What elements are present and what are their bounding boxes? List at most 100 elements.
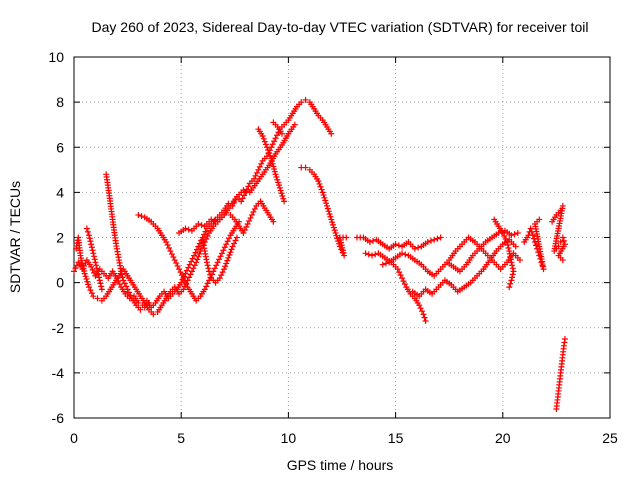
x-tick-label: 0 (70, 430, 78, 446)
data-point (185, 264, 192, 271)
data-point (174, 263, 181, 270)
data-point (332, 229, 339, 236)
data-point (269, 160, 276, 167)
data-point (315, 178, 322, 185)
data-point (163, 239, 170, 246)
data-point (236, 218, 243, 225)
data-point (262, 141, 269, 148)
data-point (424, 239, 431, 246)
data-point (83, 276, 90, 283)
data-point (250, 208, 257, 215)
data-point (192, 249, 199, 256)
data-point (399, 250, 406, 257)
data-point (507, 280, 514, 287)
data-point (185, 226, 192, 233)
data-point (246, 217, 253, 224)
data-point (90, 250, 97, 257)
data-point (89, 247, 96, 254)
series-s8 (255, 119, 288, 205)
data-point (186, 261, 193, 268)
data-point (327, 213, 334, 220)
data-point (561, 336, 568, 343)
data-point (317, 183, 324, 190)
data-point (121, 280, 128, 287)
data-point (278, 130, 285, 137)
data-point (366, 239, 373, 246)
data-point (514, 229, 521, 236)
data-point (239, 195, 246, 202)
data-point (411, 245, 418, 252)
y-tick-label: 0 (56, 275, 64, 291)
data-point (183, 267, 190, 274)
data-point (419, 308, 426, 315)
data-point (302, 164, 309, 171)
data-point (98, 283, 105, 290)
data-point (82, 273, 89, 280)
data-point (124, 286, 131, 293)
data-point (431, 236, 438, 243)
data-point (196, 250, 203, 257)
data-point (559, 257, 566, 264)
data-point (330, 224, 337, 231)
data-point (176, 266, 183, 273)
data-point (379, 261, 386, 268)
data-point (224, 257, 231, 264)
data-point (273, 174, 280, 181)
data-point (218, 272, 225, 279)
data-point (224, 238, 231, 245)
data-point (86, 235, 93, 242)
data-point (91, 253, 98, 260)
data-point (90, 293, 97, 300)
data-point (123, 283, 130, 290)
y-tick-label: 6 (56, 139, 64, 155)
series-s16 (521, 216, 547, 273)
data-point (329, 219, 336, 226)
data-point (508, 277, 515, 284)
data-point (241, 226, 248, 233)
data-point (204, 232, 211, 239)
data-point (508, 232, 515, 239)
data-point (88, 244, 95, 251)
data-point (170, 254, 177, 261)
data-point (281, 198, 288, 205)
data-point (329, 221, 336, 228)
data-point (266, 149, 273, 156)
x-tick-label: 20 (495, 430, 511, 446)
data-point (204, 262, 211, 269)
data-point (536, 216, 543, 223)
data-point (228, 246, 235, 253)
data-point (195, 220, 202, 227)
data-point (504, 239, 511, 246)
data-point (274, 176, 281, 183)
data-point (86, 232, 93, 239)
data-point (116, 281, 123, 288)
data-point (71, 268, 77, 275)
data-point (88, 241, 95, 248)
y-tick-label: 8 (56, 94, 64, 110)
data-point (93, 265, 100, 272)
data-point (270, 163, 277, 170)
data-point (369, 252, 376, 259)
data-point (382, 260, 389, 267)
data-point (417, 305, 424, 312)
data-point (190, 265, 197, 272)
data-point (238, 198, 245, 205)
data-point (203, 283, 210, 290)
data-point (205, 265, 212, 272)
data-point (365, 251, 372, 258)
data-marks (71, 96, 568, 412)
data-point (272, 171, 279, 178)
y-axis-title: SDTVAR / TECUs (7, 181, 23, 293)
data-point (84, 228, 91, 235)
data-point (73, 262, 80, 269)
data-point (184, 277, 191, 284)
data-point (187, 271, 194, 278)
data-point (247, 214, 254, 221)
data-point (278, 190, 285, 197)
data-point (146, 299, 153, 306)
series-s11 (362, 250, 429, 324)
data-point (150, 311, 157, 318)
data-point (91, 256, 98, 263)
data-point (271, 168, 278, 175)
data-point (248, 211, 255, 218)
